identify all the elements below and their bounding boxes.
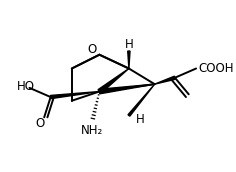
Text: O: O: [87, 43, 97, 56]
Text: NH₂: NH₂: [81, 124, 103, 137]
Polygon shape: [155, 76, 175, 84]
Text: HO: HO: [17, 79, 34, 93]
Text: H: H: [136, 113, 145, 126]
Text: COOH: COOH: [198, 62, 233, 75]
Polygon shape: [51, 92, 99, 99]
Polygon shape: [128, 84, 155, 116]
Polygon shape: [128, 51, 130, 68]
Text: O: O: [35, 117, 44, 130]
Text: H: H: [125, 38, 133, 51]
Polygon shape: [99, 84, 155, 94]
Polygon shape: [98, 68, 129, 93]
